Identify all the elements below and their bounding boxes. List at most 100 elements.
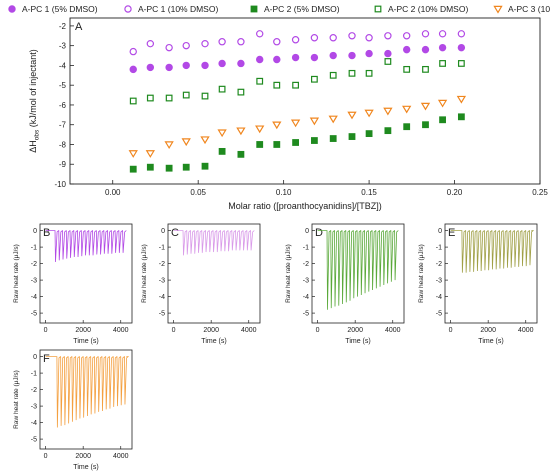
- data-point: [348, 32, 356, 40]
- panel-a-ytick-label: -3: [59, 42, 67, 51]
- panel-a-xtick-label: 0.25: [532, 188, 548, 197]
- panel-a-series-2: [129, 30, 466, 56]
- panel-b-xtick-label: 2000: [75, 327, 91, 334]
- panel-a-xtick-label: 0.20: [447, 188, 463, 197]
- data-point: [422, 121, 429, 129]
- data-point: [329, 71, 337, 79]
- data-point: [347, 111, 357, 120]
- data-point: [402, 105, 412, 114]
- panel-d-xtick-label: 4000: [385, 327, 401, 334]
- data-point: [272, 121, 282, 130]
- data-point: [348, 133, 356, 140]
- data-point: [201, 39, 209, 48]
- panel-d-ytick-label: -1: [303, 245, 309, 252]
- panel-e-ytick-label: -4: [436, 294, 442, 301]
- data-point: [310, 53, 319, 62]
- panel-a-ytick-label: -6: [59, 101, 67, 110]
- panel-f-trace: [45, 356, 130, 428]
- panel-c-ytick-label: -3: [159, 278, 165, 285]
- panel-d-ytick-label: -2: [303, 261, 309, 268]
- data-point: [457, 113, 465, 121]
- legend-entry: A-PC 3 (10% DMSO): [508, 4, 550, 14]
- legend-marker: [493, 5, 503, 14]
- panel-e-ytick-label: 0: [438, 228, 442, 235]
- panel-a-ylabel-prefix: ΔH: [28, 140, 38, 153]
- panel-c-ytick-label: -1: [159, 245, 165, 252]
- panel-a-label: A: [75, 21, 83, 33]
- data-point: [291, 53, 300, 62]
- panel-b-trace: [45, 230, 127, 262]
- panel-e-ytick-label: -2: [436, 261, 442, 268]
- panel-a-ytick-label: -8: [59, 140, 67, 149]
- panel-a-series-3: [129, 113, 465, 173]
- panel-e-ytick-label: -1: [436, 245, 442, 252]
- panel-c-frame: [167, 223, 261, 324]
- panel-e-xtick-label: 0: [449, 327, 453, 334]
- data-point: [329, 135, 337, 142]
- panel-a-xtick-label: 0.15: [361, 188, 377, 197]
- panel-d-xtick-label: 2000: [347, 327, 363, 334]
- data-point: [420, 102, 431, 111]
- data-point: [402, 32, 411, 40]
- data-point: [383, 107, 393, 116]
- data-point: [402, 45, 411, 54]
- data-point: [256, 141, 264, 148]
- data-point: [292, 81, 299, 89]
- data-point: [182, 163, 190, 171]
- panel-b: B -5 -4 -3 -2 -1 0 0 2000 4000 Time (s) Raw heat ra…: [13, 223, 133, 345]
- data-point: [348, 69, 356, 77]
- data-point: [237, 59, 245, 68]
- panel-e-frame: [444, 223, 538, 324]
- legend-entry: A-PC 1 (10% DMSO): [138, 4, 218, 14]
- legend-entry: A-PC 2 (10% DMSO): [388, 4, 468, 14]
- data-point: [237, 38, 245, 46]
- data-point: [201, 92, 209, 100]
- panel-e-xlabel: Time (s): [478, 338, 503, 345]
- data-point: [291, 36, 300, 44]
- panel-f-ytick-label: -1: [31, 371, 37, 378]
- panel-f-frame: [39, 349, 133, 450]
- data-point: [384, 32, 392, 40]
- panel-a-series-4: [129, 58, 465, 105]
- panel-e-label: E: [448, 227, 455, 239]
- panel-e-ylabel: Raw heat rate (μJ/s): [418, 244, 425, 303]
- panel-c-trace: [173, 230, 255, 256]
- data-point: [182, 41, 190, 50]
- data-point: [292, 139, 299, 146]
- panel-d-ylabel: Raw heat rate (μJ/s): [285, 244, 292, 303]
- panel-b-ytick-label: 0: [33, 228, 37, 235]
- data-point: [384, 58, 392, 65]
- data-point: [273, 141, 281, 148]
- panel-c-ytick-label: -4: [159, 294, 165, 301]
- panel-d-xtick-label: 0: [316, 327, 320, 334]
- panel-f-xtick-label: 2000: [75, 453, 91, 460]
- panel-e-trace: [450, 230, 535, 273]
- panel-a-ytick-label: -4: [59, 61, 67, 70]
- data-point: [365, 34, 373, 42]
- data-point: [310, 34, 319, 42]
- data-point: [201, 61, 209, 70]
- panel-b-ytick-label: -4: [31, 294, 37, 301]
- panel-c-xtick-label: 0: [172, 327, 176, 334]
- panel-a-ytick-label: -2: [59, 22, 67, 31]
- panel-d-ytick-label: -3: [303, 278, 309, 285]
- panel-f: F -5 -4 -3 -2 -1 0 0 2000 4000 Time (s) Raw heat ra…: [13, 349, 133, 471]
- panel-d: D -5 -4 -3 -2 -1 0 0 2000 4000 Time (s) Raw heat ra…: [285, 223, 405, 345]
- data-point: [128, 150, 138, 158]
- panel-f-ytick-label: -3: [31, 404, 37, 411]
- panel-b-ytick-label: -5: [31, 311, 37, 318]
- panel-c-ytick-label: 0: [161, 228, 165, 235]
- panel-a-series-1: [129, 43, 466, 74]
- panel-d-trace: [317, 230, 399, 310]
- panel-d-xlabel: Time (s): [345, 338, 370, 345]
- panel-f-xtick-label: 4000: [113, 453, 129, 460]
- panel-a-ytick-label: -5: [59, 81, 67, 90]
- data-point: [384, 127, 392, 135]
- data-point: [403, 123, 411, 131]
- data-point: [438, 30, 447, 38]
- panel-a-ylabel-suffix: (kJ/mol of injectant): [28, 49, 38, 130]
- panel-f-ylabel: Raw heat rate (μJ/s): [13, 370, 20, 429]
- data-point: [165, 63, 173, 72]
- data-point: [309, 117, 320, 126]
- data-point: [146, 63, 155, 72]
